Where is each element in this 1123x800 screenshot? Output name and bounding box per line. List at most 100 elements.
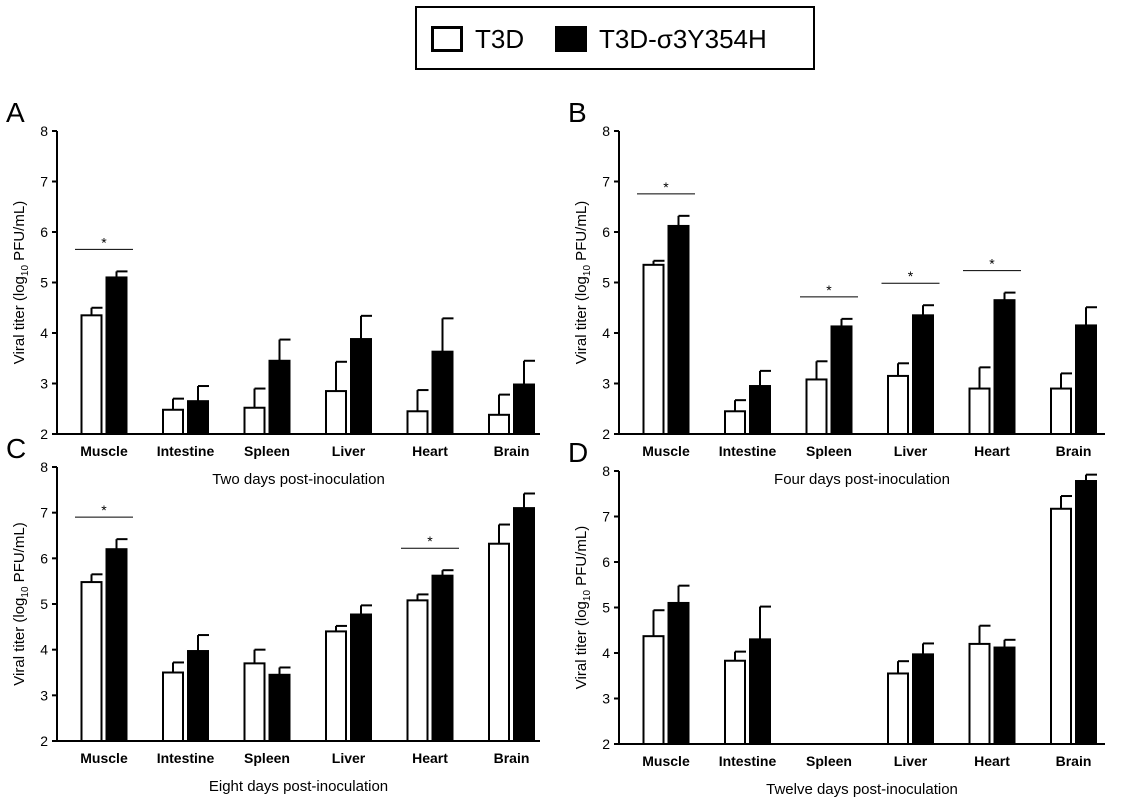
panel-a-category-label: Intestine: [157, 443, 215, 459]
panel-b-bar-t3d: [1050, 387, 1072, 435]
panel-d-bar-t3d-sigma3y354h: [993, 646, 1016, 745]
legend-label-t3d: T3D: [475, 24, 525, 54]
panel-a-bar-t3d: [488, 413, 510, 435]
panel-a-category-label: Muscle: [80, 443, 128, 459]
panel-c-category-label: Muscle: [80, 750, 128, 766]
panel-d-category-label: Spleen: [806, 753, 852, 769]
panel-c-category-label: Brain: [494, 750, 530, 766]
panel-a-category-label: Brain: [494, 443, 530, 459]
panel-b-bar-t3d: [968, 387, 991, 435]
panel-a-bar-t3d: [243, 406, 266, 435]
panel-d-bar-t3d: [887, 672, 909, 745]
panel-a-y-tick-label: 4: [40, 325, 48, 341]
panel-a-bar-t3d-sigma3y354h: [268, 359, 291, 435]
legend-label-t3d-sigma3y354h: T3D-σ3Y354H: [599, 24, 767, 54]
panel-a-bar-t3d: [325, 390, 347, 436]
panel-b-category-label: Spleen: [806, 443, 852, 459]
panel-c-y-tick-label: 6: [40, 550, 48, 566]
panel-b-category-label: Intestine: [719, 443, 777, 459]
panel-b-bar-t3d-sigma3y354h: [912, 314, 934, 436]
panel-a-x-axis-label: Two days post-inoculation: [212, 471, 385, 488]
panel-a-y-tick-label: 2: [40, 426, 48, 442]
panel-b-bar-t3d-sigma3y354h: [830, 325, 853, 435]
panel-b-bar-t3d: [724, 410, 746, 435]
panel-b-significance-star: *: [826, 282, 832, 298]
panel-c-bar-t3d: [406, 599, 429, 743]
panel-d-bar-t3d: [642, 635, 665, 745]
panel-a-bar-t3d-sigma3y354h: [105, 276, 128, 436]
panel-c-y-tick-label: 2: [40, 733, 48, 749]
panel-c-significance-star: *: [427, 533, 433, 549]
panel-a-bar-t3d-sigma3y354h: [187, 400, 209, 435]
panel-c-bar-t3d: [325, 630, 347, 743]
panel-d-y-tick-label: 6: [602, 554, 610, 570]
panel-a-letter: A: [6, 97, 25, 128]
panel-d-category-label: Heart: [974, 753, 1010, 769]
legend-swatch-t3d-sigma3y354h: [555, 26, 587, 52]
panel-a-bar-t3d: [80, 314, 103, 436]
panel-a-bar-t3d-sigma3y354h: [350, 338, 372, 435]
panel-b-y-tick-label: 2: [602, 426, 610, 442]
panel-c-y-tick-label: 8: [40, 459, 48, 475]
panel-c-bar-t3d: [80, 581, 103, 743]
panel-b-bar-t3d-sigma3y354h: [667, 224, 690, 435]
panel-d-bar-t3d: [968, 642, 991, 746]
panel-b-y-axis-label: Viral titer (log10 PFU/mL): [573, 201, 593, 364]
panel-a-y-tick-label: 5: [40, 275, 48, 291]
panel-b-y-tick-label: 3: [602, 376, 610, 392]
panel-c-x-axis-label: Eight days post-inoculation: [209, 778, 388, 795]
panel-b-significance-star: *: [908, 268, 914, 284]
panel-b-category-label: Liver: [894, 443, 928, 459]
panel-a-category-label: Spleen: [244, 443, 290, 459]
panel-c-y-tick-label: 7: [40, 505, 48, 521]
panel-b-bar-t3d: [887, 374, 909, 435]
panel-b-y-tick-label: 4: [602, 325, 610, 341]
panel-c-y-axis-label: Viral titer (log10 PFU/mL): [11, 522, 31, 685]
panel-d-y-tick-label: 3: [602, 691, 610, 707]
panel-c-significance-star: *: [101, 502, 107, 518]
panel-b-bar-t3d-sigma3y354h: [993, 299, 1016, 435]
panel-a-y-axis-label: Viral titer (log10 PFU/mL): [11, 201, 31, 364]
panel-d-y-tick-label: 5: [602, 600, 610, 616]
panel-a-bar-t3d-sigma3y354h: [431, 350, 454, 435]
panel-a-y-tick-label: 6: [40, 224, 48, 240]
panel-b-bar-t3d-sigma3y354h: [1075, 324, 1097, 435]
panel-a-y-tick-label: 7: [40, 174, 48, 190]
legend-swatch-t3d: [431, 26, 463, 52]
panel-a-significance-star: *: [101, 234, 107, 250]
panel-c-bar-t3d-sigma3y354h: [350, 613, 372, 743]
panel-c-y-tick-label: 4: [40, 642, 48, 658]
legend: T3D T3D-σ3Y354H: [415, 6, 815, 70]
panel-c-letter: C: [6, 433, 26, 464]
panel-d-y-tick-label: 7: [602, 509, 610, 525]
panel-c-bar-t3d: [488, 542, 510, 742]
panel-c-category-label: Spleen: [244, 750, 290, 766]
panel-a-bar-t3d: [406, 410, 429, 435]
panel-b-bar-t3d-sigma3y354h: [749, 385, 771, 435]
panel-d-bar-t3d: [724, 659, 746, 745]
panel-c-bar-t3d-sigma3y354h: [105, 548, 128, 743]
panel-b-x-axis-label: Four days post-inoculation: [774, 471, 950, 488]
panel-a-bar-t3d: [162, 408, 184, 436]
panel-a-bar-t3d-sigma3y354h: [513, 383, 535, 436]
panel-b-y-tick-label: 7: [602, 174, 610, 190]
panel-d-bar-t3d-sigma3y354h: [1075, 480, 1097, 745]
panel-b-y-tick-label: 5: [602, 275, 610, 291]
panel-a-y-tick-label: 3: [40, 376, 48, 392]
panel-d-y-tick-label: 4: [602, 645, 610, 661]
panel-d-category-label: Muscle: [642, 753, 690, 769]
panel-c-bar-t3d-sigma3y354h: [431, 574, 454, 742]
panel-c-y-tick-label: 3: [40, 687, 48, 703]
panel-c-bar-t3d: [243, 662, 266, 742]
panel-d-bar-t3d-sigma3y354h: [667, 601, 690, 746]
panel-c-bar-t3d-sigma3y354h: [513, 507, 535, 742]
panel-d-y-tick-label: 2: [602, 736, 610, 752]
panel-a-y-tick-label: 8: [40, 123, 48, 139]
panel-b-y-tick-label: 8: [602, 123, 610, 139]
panel-b-bar-t3d: [642, 263, 665, 436]
panel-d-bar-t3d: [1050, 507, 1072, 746]
panel-d-bar-t3d-sigma3y354h: [912, 653, 934, 745]
panel-b-letter: B: [568, 97, 587, 128]
panel-d-y-tick-label: 8: [602, 463, 610, 479]
